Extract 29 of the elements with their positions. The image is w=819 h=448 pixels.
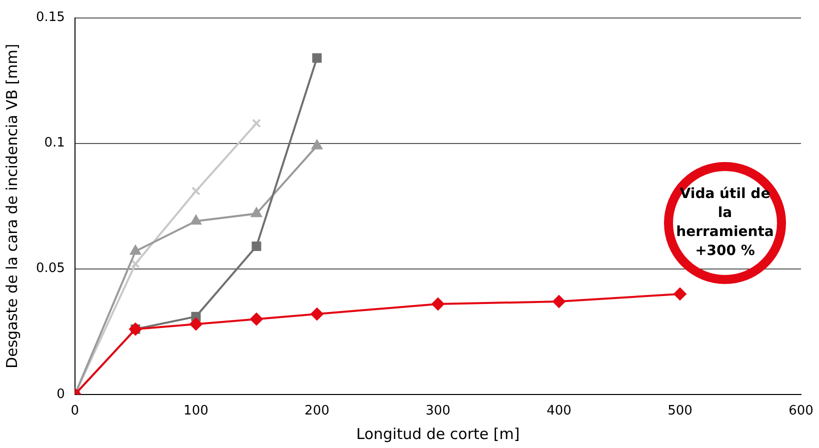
point (189, 318, 202, 331)
point (431, 298, 444, 311)
point (673, 287, 686, 300)
x-axis-title: Longitud de corte [m] (356, 424, 520, 443)
point (250, 207, 262, 218)
y-tick-label: 0.05 (36, 261, 65, 276)
x-tick-label: 100 (184, 404, 208, 419)
annotation: Vida útil de la herramienta +300 % (676, 185, 774, 261)
point (552, 295, 566, 308)
y-tick-label: 0.1 (44, 136, 65, 151)
x-tick-label: 500 (668, 404, 692, 419)
y-axis-title: Desgaste de la cara de incidencia VB [mm] (2, 44, 21, 368)
y-tick-label: 0 (56, 386, 65, 402)
point (190, 214, 202, 225)
point (310, 308, 324, 321)
point (252, 118, 261, 128)
y-tick-label: 0.15 (36, 10, 65, 26)
point (191, 186, 200, 196)
point (252, 242, 262, 252)
point (130, 259, 140, 268)
point (311, 139, 323, 150)
x-tick-label: 300 (426, 404, 450, 419)
point (312, 53, 322, 63)
x-tick-label: 400 (546, 404, 572, 419)
point (130, 244, 142, 255)
x-tick-label: 200 (304, 404, 330, 419)
point (250, 312, 263, 326)
x-tick-label: 600 (788, 404, 814, 419)
x-tick-label: 0 (70, 404, 80, 419)
